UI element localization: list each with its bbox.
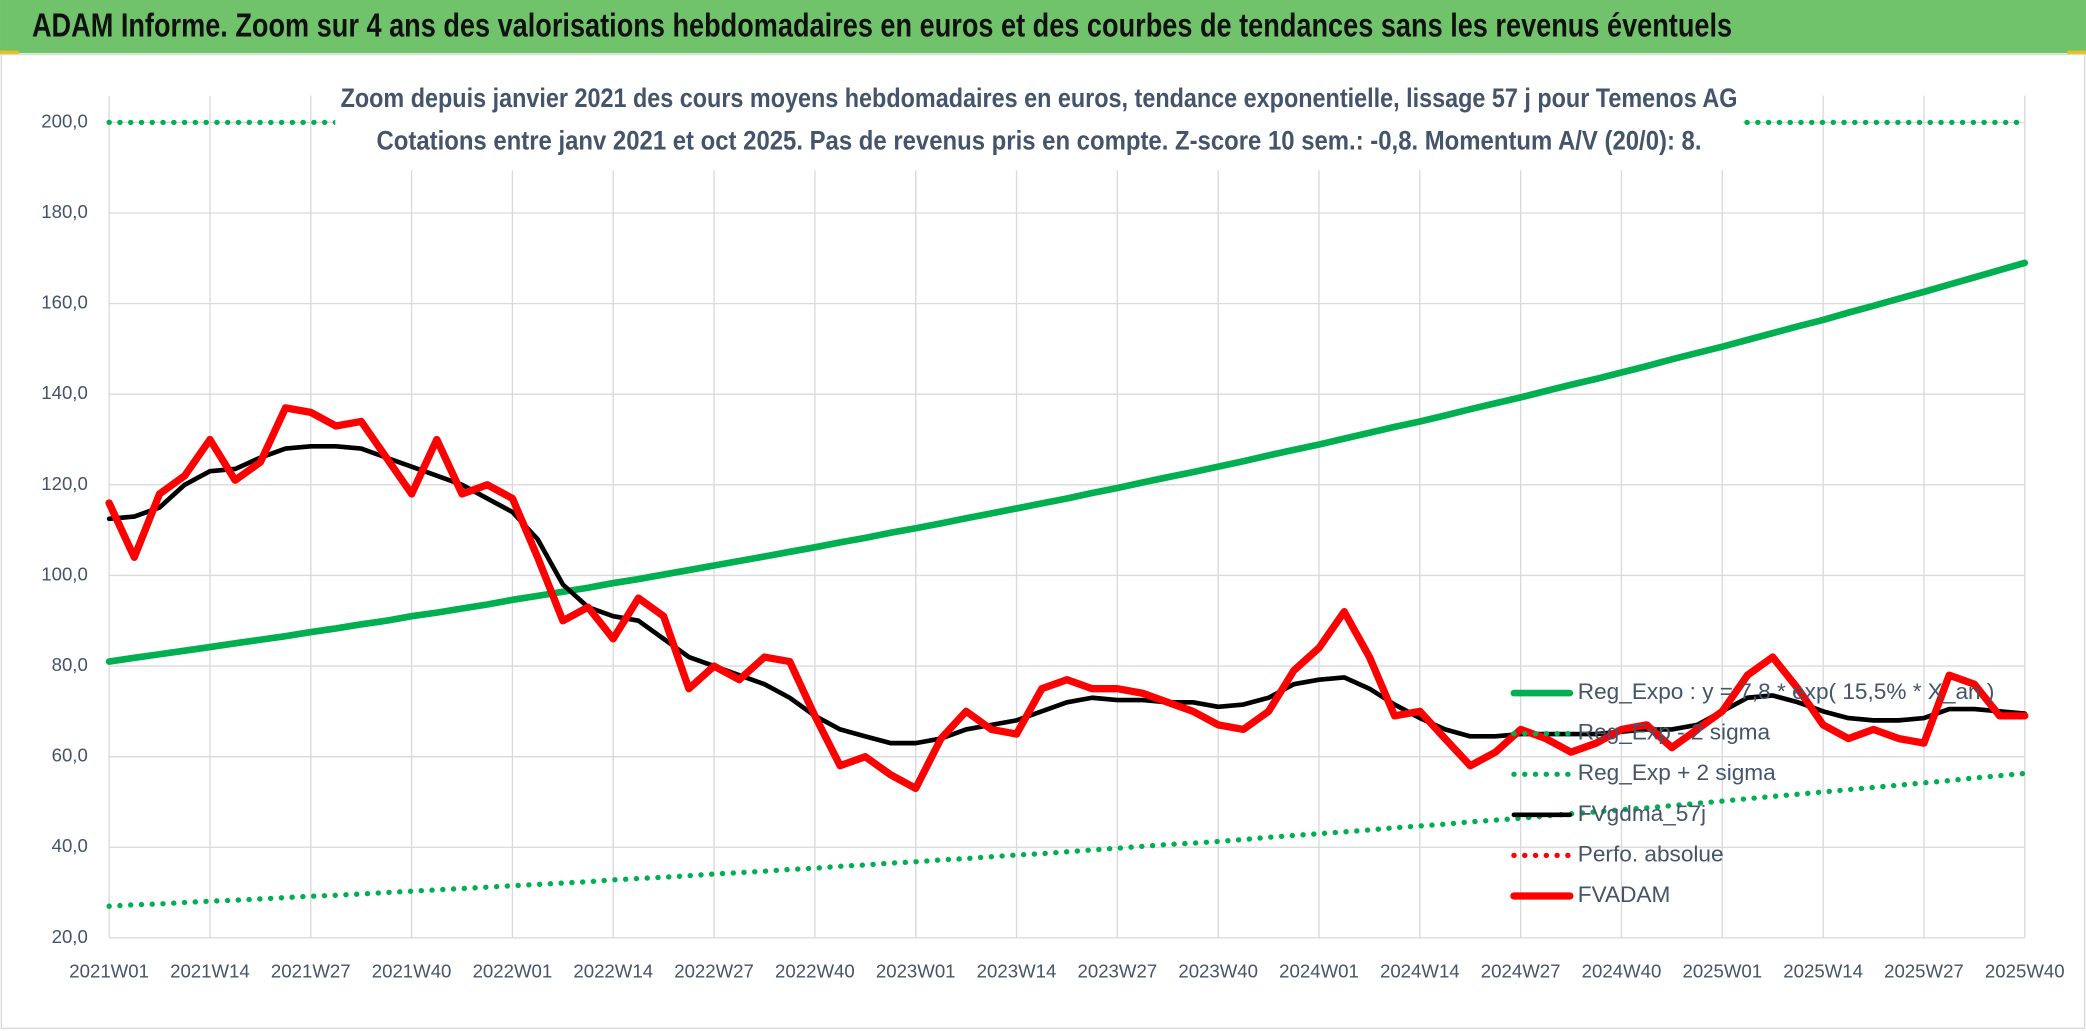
x-tick-label: 2022W27: [674, 960, 754, 981]
title-box: [335, 77, 1743, 171]
x-tick-label: 2021W14: [170, 960, 250, 981]
series-line: [105, 404, 2029, 793]
x-tick-label: 2023W01: [876, 960, 956, 981]
y-tick-label: 140,0: [41, 382, 88, 403]
legend-label: Reg_Expo : y = 7,8 * exp( 15,5% * X_an ): [1578, 679, 1995, 704]
y-tick-label: 200,0: [41, 110, 88, 131]
x-tick-label: 2022W14: [573, 960, 653, 981]
corner-accent: [2067, 50, 2086, 55]
header-title: ADAM Informe. Zoom sur 4 ans des valoris…: [32, 8, 1732, 45]
y-tick-label: 20,0: [52, 926, 88, 947]
x-tick-label: 2025W01: [1682, 960, 1762, 981]
header-bar: [0, 0, 2086, 54]
legend: Reg_Expo : y = 7,8 * exp( 15,5% * X_an )…: [1510, 679, 1995, 907]
x-tick-label: 2021W27: [271, 960, 351, 981]
legend-label: Reg_Exp + 2 sigma: [1578, 760, 1776, 785]
y-tick-label: 100,0: [41, 563, 88, 584]
legend-label: FVgdma_57j: [1578, 801, 1706, 826]
x-tick-label: 2021W40: [372, 960, 452, 981]
chart-subtitle: Cotations entre janv 2021 et oct 2025. P…: [377, 125, 1702, 155]
x-tick-label: 2025W27: [1884, 960, 1964, 981]
corner-accent: [0, 50, 19, 55]
x-tick-label: 2024W14: [1380, 960, 1460, 981]
x-tick-label: 2023W14: [977, 960, 1057, 981]
x-tick-label: 2024W27: [1481, 960, 1561, 981]
x-tick-label: 2024W01: [1279, 960, 1359, 981]
x-tick-label: 2022W01: [473, 960, 553, 981]
y-tick-label: 180,0: [41, 201, 88, 222]
series-line: [105, 259, 2029, 665]
y-tick-label: 40,0: [52, 835, 88, 856]
x-tick-label: 2023W40: [1178, 960, 1258, 981]
y-tick-label: 80,0: [52, 654, 88, 675]
x-tick-label: 2023W27: [1078, 960, 1158, 981]
chart-title: Zoom depuis janvier 2021 des cours moyen…: [341, 83, 1738, 113]
x-tick-label: 2021W01: [69, 960, 149, 981]
chart-border: [0, 53, 2086, 1030]
y-tick-label: 60,0: [52, 745, 88, 766]
x-tick-label: 2025W40: [1985, 960, 2065, 981]
x-tick-label: 2025W14: [1783, 960, 1863, 981]
y-tick-label: 120,0: [41, 473, 88, 494]
legend-label: Reg_Exp - 2 sigma: [1578, 720, 1771, 745]
series-line: [106, 770, 2028, 909]
legend-label: FVADAM: [1578, 882, 1671, 907]
x-tick-label: 2022W40: [775, 960, 855, 981]
x-tick-label: 2024W40: [1582, 960, 1662, 981]
plot-area: 20,0 40,0 60,0 80,0 100,0 120,0 140,0 160,0 180,…: [41, 95, 2065, 981]
y-tick-label: 160,0: [41, 292, 88, 313]
legend-label: Perfo. absolue: [1578, 841, 1724, 866]
